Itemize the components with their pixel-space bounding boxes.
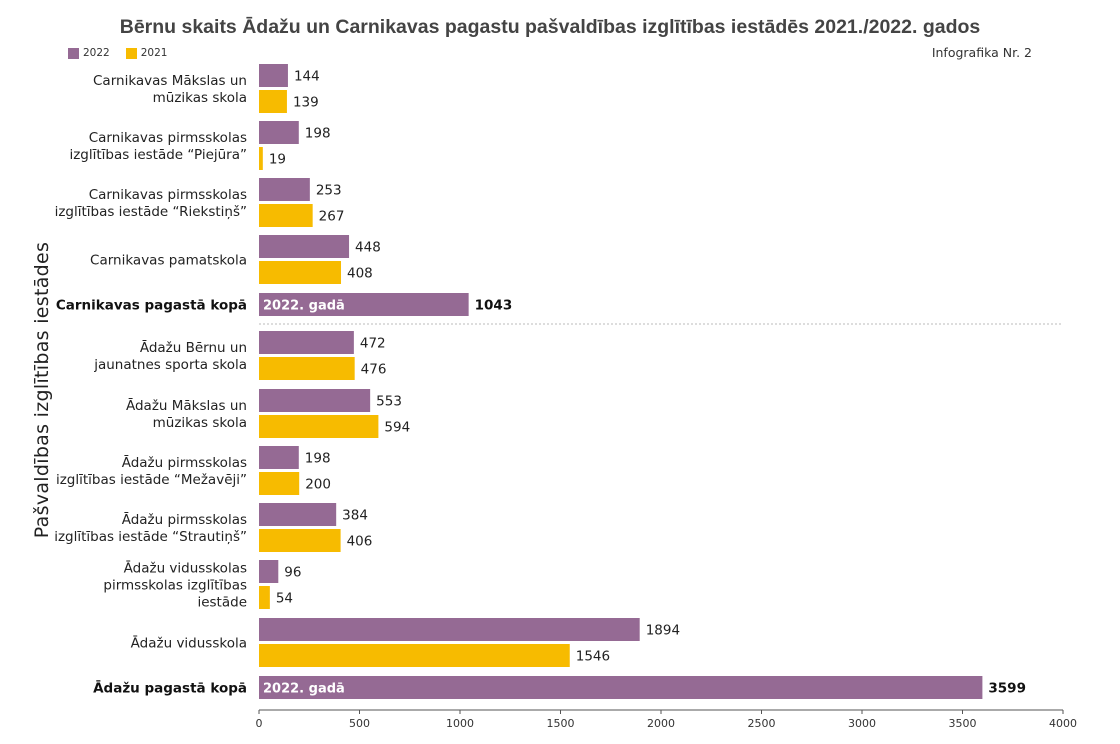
bar-2022	[259, 560, 279, 583]
chart-title: Bērnu skaits Ādažu un Carnikavas pagastu…	[119, 16, 981, 38]
bar-2022	[259, 235, 350, 258]
category-label: Carnikavas pirmsskolas izglītības iestāde…	[55, 187, 247, 220]
bar-2021	[259, 357, 355, 380]
data-label-2022: 472	[360, 336, 386, 352]
x-tick-label: 2000	[647, 717, 675, 730]
category-label-line: izglītības iestāde “Riekstiņš”	[55, 204, 247, 220]
data-label-2021: 406	[347, 534, 373, 550]
bar-2021	[259, 472, 300, 495]
category-label-line: Carnikavas pirmsskolas	[89, 130, 247, 146]
x-tick-label: 4000	[1049, 717, 1077, 730]
legend: 2022 2021	[68, 47, 167, 59]
data-label-2021: 1546	[576, 649, 610, 665]
category-label: Carnikavas pagastā kopā	[56, 298, 247, 314]
bar-2022	[259, 331, 354, 354]
data-label-2022: 198	[305, 451, 331, 467]
bar-total-inner-label: 2022. gadā	[263, 299, 345, 314]
data-label-2021: 594	[384, 420, 410, 436]
category-label-line: mūzikas skola	[153, 415, 247, 431]
category-label-line: izglītības iestāde “Strautiņš”	[54, 529, 247, 545]
x-tick-label: 1500	[547, 717, 575, 730]
data-label-2021: 267	[319, 209, 345, 225]
data-label-2022: 1894	[646, 623, 680, 639]
category-label-line: mūzikas skola	[153, 90, 247, 106]
category-label-line: jaunatnes sporta skola	[93, 357, 247, 373]
bar-2021	[259, 261, 342, 284]
bar-2021	[259, 529, 341, 552]
bar-2021	[259, 147, 263, 170]
data-label-2022: 198	[305, 126, 331, 142]
category-label: Ādažu pagastā kopā	[93, 679, 247, 697]
x-tick-label: 3000	[848, 717, 876, 730]
legend-item-2021: 2021	[125, 47, 168, 59]
bar-2021	[259, 586, 270, 609]
category-label: Carnikavas Mākslas un mūzikas skola	[93, 73, 247, 106]
bar-2022	[259, 446, 299, 469]
data-label-total: 1043	[475, 298, 513, 314]
data-label-total: 3599	[988, 681, 1026, 697]
category-label: Carnikavas pirmsskolas izglītības iestāde…	[69, 130, 247, 163]
category-label-line: iestāde	[197, 595, 247, 611]
category-label: Ādažu Bērnu un jaunatnes sporta skola	[93, 339, 247, 373]
bar-2021	[259, 644, 570, 667]
category-label-line: Ādažu pirmsskolas	[122, 454, 247, 471]
data-label-2021: 54	[276, 591, 293, 607]
category-label: Ādažu pirmsskolas izglītības iestāde “Str…	[54, 511, 247, 545]
category-label-line: Ādažu Bērnu un	[140, 339, 247, 356]
legend-item-2022: 2022	[68, 47, 110, 59]
category-label: Ādažu vidusskolas pirmsskolas izglītības i…	[103, 560, 247, 611]
x-tick-label: 3500	[949, 717, 977, 730]
bar-total-inner-label: 2022. gadā	[263, 682, 345, 697]
data-label-2022: 384	[342, 508, 368, 524]
data-label-2021: 476	[361, 362, 387, 378]
category-label-line: Ādažu vidusskolas	[124, 560, 247, 577]
category-label-line: Ādažu pirmsskolas	[122, 511, 247, 528]
data-label-2022: 253	[316, 183, 342, 199]
data-label-2021: 200	[305, 477, 331, 493]
category-label-line: izglītības iestāde “Piejūra”	[69, 147, 247, 163]
bar-2022	[259, 121, 299, 144]
bar-2022	[259, 618, 640, 641]
data-label-2022: 96	[284, 565, 301, 581]
category-label-line: Carnikavas Mākslas un	[93, 73, 247, 89]
data-label-2022: 553	[376, 394, 402, 410]
legend-swatch-2021	[125, 47, 137, 59]
category-label-line: Ādažu Mākslas un	[126, 397, 247, 414]
bar-2022	[259, 389, 371, 412]
category-label-line: izglītības iestāde “Mežavēji”	[56, 472, 247, 488]
legend-label-2022: 2022	[83, 47, 110, 59]
bar-2021	[259, 415, 379, 438]
category-label: Carnikavas pamatskola	[90, 253, 247, 269]
bar-2021	[259, 90, 287, 113]
bar-2022	[259, 503, 337, 526]
category-label-line: Ādažu vidusskola	[131, 635, 247, 652]
x-tick-label: 0	[256, 717, 263, 730]
data-label-2021: 19	[269, 152, 286, 168]
category-label: Ādažu vidusskola	[131, 635, 247, 652]
category-label: Ādažu pirmsskolas izglītības iestāde “Mež…	[56, 454, 247, 488]
bar-total-2022	[259, 293, 469, 316]
legend-label-2021: 2021	[140, 47, 168, 59]
data-label-2021: 408	[347, 266, 373, 282]
x-tick-label: 2500	[748, 717, 776, 730]
x-tick-label: 1000	[446, 717, 474, 730]
chart-subtitle: Infografika Nr. 2	[931, 45, 1032, 60]
data-label-2021: 139	[293, 95, 319, 111]
data-label-2022: 144	[294, 69, 320, 85]
legend-swatch-2022	[68, 47, 79, 59]
bar-2022	[259, 64, 288, 87]
category-label-line: Carnikavas pirmsskolas	[89, 187, 247, 203]
category-label-line: pirmsskolas izglītības	[103, 578, 247, 594]
bar-total-2022	[259, 676, 983, 699]
bar-2022	[259, 178, 310, 201]
category-label-line: Carnikavas pamatskola	[90, 253, 247, 269]
data-label-2022: 448	[355, 240, 381, 256]
bar-2021	[259, 204, 313, 227]
category-label: Ādažu Mākslas un mūzikas skola	[126, 397, 247, 431]
x-tick-label: 500	[349, 717, 370, 730]
